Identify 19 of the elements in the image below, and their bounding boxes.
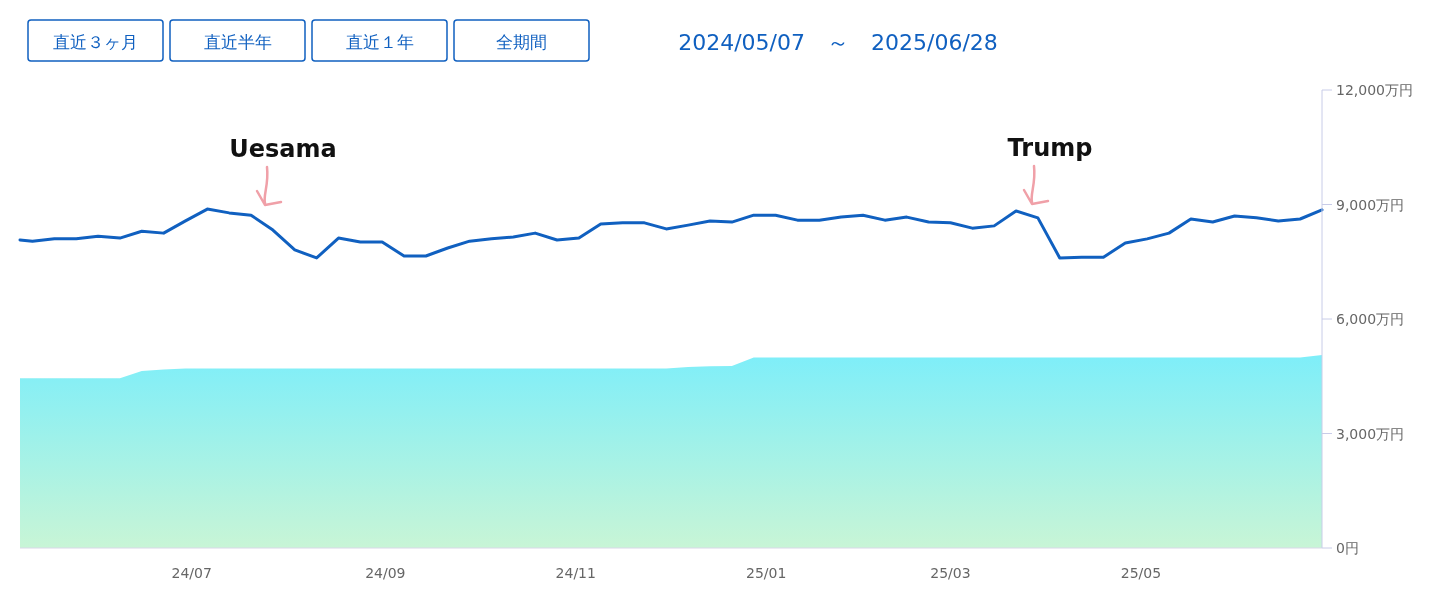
text: 直近１年 <box>345 32 414 52</box>
chart-title: 2024/05/07 ～ 2025/06/28 <box>678 30 998 55</box>
annotation: Trump <box>1007 134 1093 162</box>
y-tick-label: 6,000万円 <box>1336 311 1405 327</box>
x-tick-label: 25/01 <box>746 565 787 581</box>
text: 直近半年 <box>203 32 272 52</box>
y-tick-label: 3,000万円 <box>1336 425 1405 442</box>
y-tick-label: 12,000万円 <box>1336 82 1413 98</box>
x-tick-label: 24/07 <box>171 565 212 581</box>
line-series <box>18 207 1324 260</box>
y-tick-label: 0円 <box>1336 540 1359 556</box>
y-tick-label: 9,000万円 <box>1336 196 1405 213</box>
x-tick-label: 25/05 <box>1120 565 1162 581</box>
x-tick-label: 24/11 <box>555 565 596 581</box>
x-tick-label: 24/09 <box>365 565 406 581</box>
x-tick-label: 25/03 <box>930 565 971 581</box>
annotation: Uesama <box>229 135 337 163</box>
text: 直近３ヶ月 <box>53 32 138 52</box>
text: 全期間 <box>496 32 547 52</box>
